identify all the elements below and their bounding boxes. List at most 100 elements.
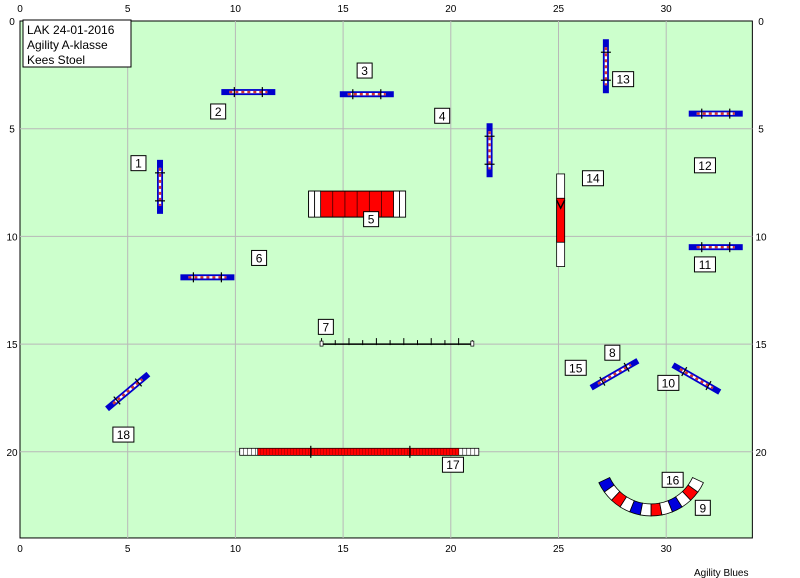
x-tick-bottom-5: 5	[125, 544, 131, 555]
number-label-7: 7	[317, 318, 334, 335]
number-text-16: 16	[666, 473, 680, 487]
credit-text: Agility Blues	[694, 568, 748, 578]
tunnel-5	[308, 190, 407, 218]
number-box-2	[210, 103, 227, 120]
info-line-3: Kees Stoel	[27, 53, 85, 67]
number-text-11: 11	[699, 258, 712, 272]
y-tick-left-0: 0	[9, 17, 15, 28]
jump-18	[105, 371, 151, 412]
number-box-16	[661, 471, 684, 488]
x-tick-bottom-10: 10	[230, 544, 242, 555]
jump-8-stand-left	[599, 376, 606, 386]
x-tick-top-20: 20	[445, 4, 457, 15]
jump-13	[600, 39, 611, 94]
number-label-12: 12	[693, 157, 716, 174]
jump-4	[484, 123, 495, 178]
number-label-6: 6	[251, 249, 268, 266]
number-box-9	[694, 499, 711, 516]
number-label-2: 2	[210, 103, 227, 120]
number-label-14: 14	[581, 170, 604, 187]
x-tick-bottom-25: 25	[553, 544, 565, 555]
number-text-5: 5	[368, 213, 375, 227]
tunnel-14-chevron	[556, 199, 566, 210]
x-tick-top-25: 25	[553, 4, 565, 15]
number-box-10	[657, 374, 680, 391]
jump-12	[688, 108, 743, 119]
tunnel-5-end-1	[314, 190, 322, 218]
number-box-11	[693, 256, 716, 273]
jump-8	[589, 358, 640, 391]
info-box: LAK 24-01-2016 Agility A-klasse Kees Sto…	[22, 19, 132, 68]
jump-18-stand-left	[113, 396, 121, 405]
number-text-14: 14	[586, 172, 600, 186]
info-box-frame	[22, 19, 132, 68]
weave-7-cap-start	[319, 340, 324, 347]
number-box-3	[356, 62, 373, 79]
x-axis-top: 0 5 10 15 20 25 30	[17, 4, 672, 15]
number-text-6: 6	[256, 251, 263, 265]
number-text-15: 15	[569, 361, 583, 375]
x-tick-bottom-15: 15	[338, 544, 350, 555]
x-tick-bottom-20: 20	[445, 544, 457, 555]
jump-18-stand-right	[134, 378, 143, 387]
number-box-13	[612, 71, 635, 88]
number-box-12	[693, 157, 716, 174]
number-label-3: 3	[356, 62, 373, 79]
number-text-13: 13	[616, 73, 630, 87]
jump-11	[688, 242, 743, 253]
number-text-9: 9	[699, 501, 706, 515]
tunnel-5-end-2	[393, 190, 400, 218]
jump-18-pole-stripes	[112, 378, 144, 405]
weave-poles-7	[319, 338, 475, 347]
x-tick-top-0: 0	[17, 4, 23, 15]
y-tick-left-20: 20	[6, 448, 18, 459]
number-label-18: 18	[112, 426, 135, 443]
number-label-9: 9	[694, 499, 711, 516]
y-tick-right-0: 0	[758, 17, 764, 28]
number-text-3: 3	[361, 64, 368, 78]
x-tick-bottom-0: 0	[17, 544, 23, 555]
y-tick-right-5: 5	[758, 125, 764, 136]
x-tick-top-15: 15	[338, 4, 350, 15]
curve-9-segment-11	[687, 477, 704, 493]
number-box-18	[112, 426, 135, 443]
number-text-2: 2	[215, 105, 222, 119]
number-text-1: 1	[135, 157, 142, 171]
number-box-15	[564, 359, 587, 376]
jump-8-pole-stripes	[597, 363, 632, 385]
number-label-13: 13	[612, 71, 635, 88]
obstacles	[105, 39, 743, 517]
jump-8-stand-right	[623, 362, 630, 372]
y-tick-left-15: 15	[6, 340, 18, 351]
y-axis-right: 0 5 10 15 20	[755, 17, 767, 459]
number-label-10: 10	[657, 374, 680, 391]
y-axis-left: 0 5 10 15 20	[6, 17, 18, 459]
x-tick-top-5: 5	[125, 4, 131, 15]
number-text-18: 18	[117, 428, 131, 442]
number-text-12: 12	[698, 159, 712, 173]
number-label-15: 15	[564, 359, 587, 376]
jump-3	[339, 89, 394, 100]
number-label-16: 16	[661, 471, 684, 488]
y-tick-right-20: 20	[755, 448, 767, 459]
y-tick-left-10: 10	[6, 232, 18, 243]
number-label-8: 8	[604, 344, 621, 361]
jump-6	[180, 272, 235, 283]
number-label-11: 11	[693, 256, 716, 273]
number-box-8	[604, 344, 621, 361]
tunnel-14-body	[556, 197, 566, 243]
tunnel-5-end-0	[308, 190, 316, 218]
x-tick-top-10: 10	[230, 4, 242, 15]
info-line-2: Agility A-klasse	[27, 38, 108, 52]
x-axis-bottom: 0 5 10 15 20 25 30	[17, 544, 672, 555]
number-box-4	[434, 107, 451, 124]
jump-2	[221, 87, 276, 98]
number-box-14	[581, 170, 604, 187]
number-box-7	[317, 318, 334, 335]
tunnel-17	[239, 445, 480, 458]
y-tick-right-15: 15	[755, 340, 767, 351]
course-field	[19, 20, 753, 539]
number-box-17	[441, 456, 464, 473]
number-text-10: 10	[662, 376, 676, 390]
